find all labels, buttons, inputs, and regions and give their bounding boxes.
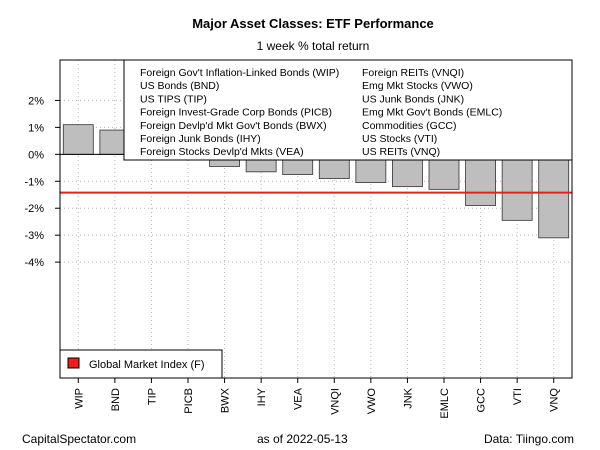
footer-data-source: Data: Tiingo.com [483,432,574,446]
x-tick-label: VTI [512,388,524,405]
x-tick-label: EMLC [439,388,451,419]
x-tick-label: VNQI [329,388,341,415]
chart-title: Major Asset Classes: ETF Performance [192,16,434,31]
bar-wip [62,124,94,155]
y-tick-label: -1% [24,176,44,188]
y-tick-label: 0% [28,149,44,161]
x-tick-label: TIP [146,388,158,405]
legend-top-item: Emg Mkt Stocks (VWO) [362,80,473,92]
x-tick-label: JNK [402,387,414,408]
legend-top-item: Foreign Invest-Grade Corp Bonds (PICB) [140,107,332,119]
legend-top-item: Foreign Gov't Inflation-Linked Bonds (WI… [140,67,339,79]
x-tick-label: PICB [183,388,195,414]
y-axis: 2% 1% 0% -1% -2% -3% -4% [24,95,60,269]
legend-top-item: US TIPS (TIP) [140,93,207,105]
legend-top-item: US Stocks (VTI) [362,133,437,145]
legend-top-item: US REITs (VNQ) [362,146,440,158]
legend-top-item: US Junk Bonds (JNK) [362,93,464,105]
x-tick-label: IHY [256,387,268,406]
bar-vti [501,153,533,221]
chart-subtitle: 1 week % total return [257,39,370,53]
bar-vnq [538,153,570,239]
y-tick-label: -4% [24,257,44,269]
y-tick-label: -2% [24,203,44,215]
y-tick-label: 1% [28,122,44,134]
x-tick-label: VNQ [549,388,561,412]
x-axis: WIP BND TIP PICB BWX IHY VEA VNQI VWO JNK EMLC GCC V… [73,378,561,419]
x-tick-label: VEA [293,387,305,410]
legend-bottom-swatch [67,357,80,369]
legend-bottom-label: Global Market Index (F) [89,359,205,371]
x-tick-label: GCC [476,388,488,413]
y-tick-label: 2% [28,95,44,107]
footer-source-site: CapitalSpectator.com [22,432,137,446]
plot-frame [59,59,573,379]
legend-top-item: Foreign REITs (VNQI) [362,67,464,79]
legend-bottom: Global Market Index (F) [59,349,223,379]
legend-top-item: Foreign Stocks Devlp'd Mkts (VEA) [140,146,304,158]
legend-top-item: US Bonds (BND) [140,80,219,92]
legend-top-item: Foreign Devlp'd Mkt Gov't Bonds (BWX) [140,120,327,132]
legend-top-item: Foreign Junk Bonds (IHY) [140,133,261,145]
x-tick-label: BND [110,388,122,411]
legend-top: Foreign Gov't Inflation-Linked Bonds (WI… [123,59,573,161]
legend-top-item: Commodities (GCC) [362,120,457,132]
legend-top-item: Emg Mkt Gov't Bonds (EMLC) [362,107,502,119]
footer-date: as of 2022-05-13 [257,432,348,446]
x-tick-label: WIP [73,388,85,409]
bar-gcc [465,153,496,206]
x-tick-label: VWO [366,388,378,415]
y-tick-label: -3% [24,230,44,242]
legend-top-box [123,59,573,161]
x-tick-label: BWX [220,387,232,413]
legend-bottom-box [59,349,223,379]
